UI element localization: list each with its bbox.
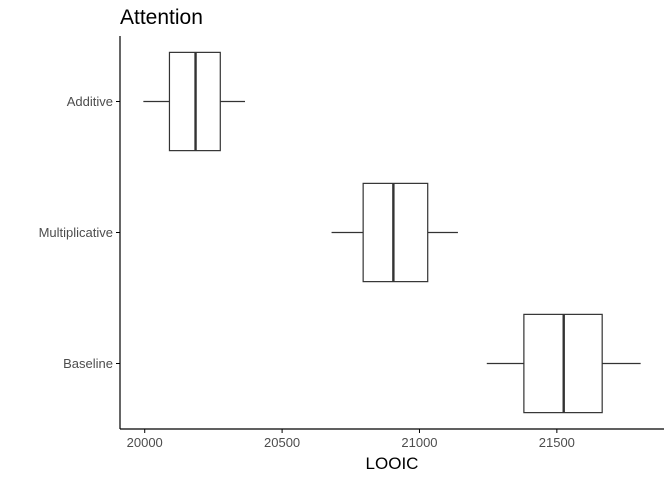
x-axis-ticks: 20000 20500 21000 21500 — [127, 429, 575, 450]
y-axis-ticks: Additive Multiplicative Baseline — [39, 94, 120, 371]
x-tick-label: 20500 — [264, 435, 300, 450]
y-tick-label: Multiplicative — [39, 225, 113, 240]
y-tick-label: Baseline — [63, 356, 113, 371]
x-tick-label: 21500 — [539, 435, 575, 450]
plot-area — [143, 51, 641, 414]
box-baseline — [486, 313, 641, 414]
box-additive — [143, 51, 246, 152]
x-tick-label: 20000 — [127, 435, 163, 450]
x-axis-label: LOOIC — [366, 454, 419, 473]
x-tick-label: 21000 — [401, 435, 437, 450]
chart-title: Attention — [120, 6, 203, 29]
iqr-box-multiplicative — [362, 182, 429, 283]
y-tick-label: Additive — [67, 94, 113, 109]
box-multiplicative — [331, 182, 458, 283]
